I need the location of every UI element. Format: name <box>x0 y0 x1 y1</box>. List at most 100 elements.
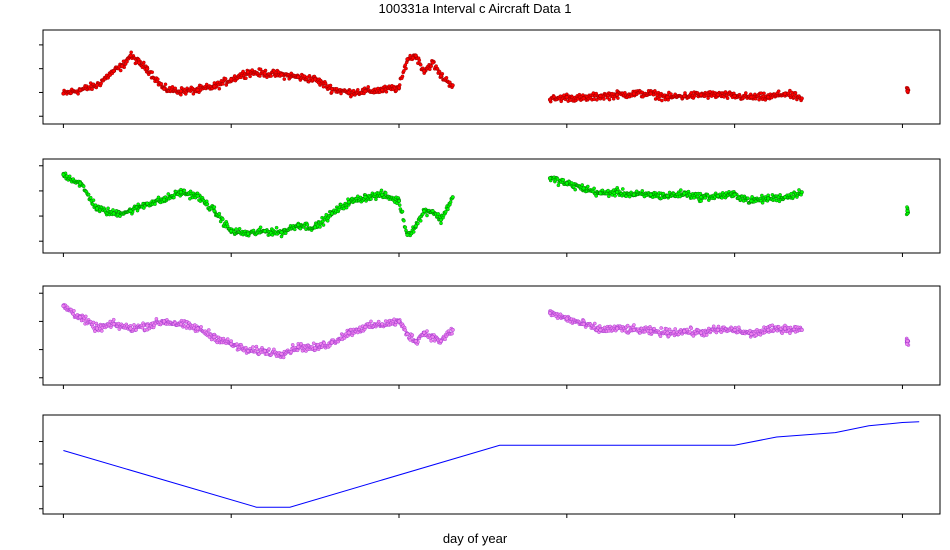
data-point <box>135 208 140 213</box>
data-point-anchor <box>346 90 351 95</box>
data-point-anchor <box>615 326 620 331</box>
data-point-anchor <box>782 326 788 331</box>
data-point-anchor <box>78 88 83 93</box>
data-point-anchor <box>380 192 385 197</box>
data-point <box>179 92 183 97</box>
data-point <box>250 68 254 72</box>
data-point-anchor <box>111 322 116 327</box>
data-point <box>592 186 596 191</box>
data-point <box>212 205 217 209</box>
data-point-anchor <box>430 334 435 339</box>
data-point-anchor <box>438 217 444 222</box>
data-point-anchor <box>145 323 150 328</box>
data-point-anchor <box>162 197 167 202</box>
data-point <box>417 58 422 63</box>
data-point-anchor <box>262 71 267 76</box>
data-point-anchor <box>178 89 183 94</box>
data-point <box>400 209 405 214</box>
data-point-anchor <box>178 322 183 327</box>
data-point <box>402 218 406 223</box>
data-point <box>586 184 590 189</box>
data-point-anchor <box>615 190 620 195</box>
data-point-anchor <box>329 340 334 345</box>
data-point-anchor <box>128 53 133 58</box>
data-point-anchor <box>212 84 217 89</box>
data-point-anchor <box>329 211 334 216</box>
data-point <box>156 195 161 200</box>
data-point-anchor <box>598 327 603 332</box>
data-point-anchor <box>766 95 771 100</box>
data-point-anchor <box>145 201 150 206</box>
data-point <box>81 184 86 189</box>
data-point-anchor <box>782 91 788 96</box>
figure-title: 100331a Interval c Aircraft Data 1 <box>379 1 572 16</box>
data-point <box>292 227 297 232</box>
data-point <box>206 328 211 332</box>
data-point-anchor <box>631 91 636 96</box>
data-point <box>425 213 429 218</box>
data-point <box>793 91 798 95</box>
data-point-anchor <box>699 195 704 200</box>
data-point <box>673 327 678 331</box>
data-point <box>711 324 716 329</box>
data-point-anchor <box>782 195 788 200</box>
data-point-anchor <box>245 231 251 236</box>
data-point <box>153 202 157 206</box>
data-point <box>86 192 91 197</box>
point-cloud <box>61 50 911 104</box>
data-point <box>91 198 96 202</box>
data-point-anchor <box>430 208 435 214</box>
data-point <box>439 221 443 226</box>
data-point-anchor <box>438 73 444 78</box>
data-point <box>411 230 416 234</box>
data-point-anchor <box>94 83 100 88</box>
data-point-anchor <box>682 93 687 99</box>
data-point-anchor <box>648 192 653 197</box>
data-point <box>84 314 88 319</box>
data-point <box>159 82 164 86</box>
data-point <box>248 74 252 79</box>
data-point <box>383 191 388 195</box>
data-point <box>258 74 262 78</box>
data-point-anchor <box>262 229 267 234</box>
data-point <box>758 332 763 337</box>
data-point-anchor <box>665 193 670 198</box>
data-point-anchor <box>905 339 910 344</box>
data-point-anchor <box>581 186 586 191</box>
data-point <box>223 77 228 81</box>
data-point-anchor <box>732 327 737 332</box>
data-point <box>244 76 248 80</box>
data-point <box>437 69 442 74</box>
data-point-anchor <box>396 85 402 90</box>
data-point <box>318 225 322 229</box>
data-point <box>269 74 273 78</box>
data-point <box>621 187 625 191</box>
data-point <box>394 88 399 93</box>
data-point <box>369 197 373 201</box>
data-point <box>625 323 630 328</box>
data-point-anchor <box>799 190 804 195</box>
data-point-anchor <box>111 69 116 74</box>
data-point-anchor <box>396 319 402 324</box>
panel-2 <box>39 158 941 257</box>
data-point <box>776 89 781 93</box>
data-point <box>106 206 110 211</box>
data-point-anchor <box>564 316 569 321</box>
data-point <box>321 223 326 227</box>
data-point-anchor <box>61 303 66 308</box>
data-point <box>418 63 423 67</box>
data-point <box>573 187 578 192</box>
data-point-anchor <box>162 319 167 324</box>
data-point-anchor <box>212 208 217 214</box>
data-point-anchor <box>413 224 418 229</box>
data-point <box>613 193 617 198</box>
data-point <box>561 178 566 182</box>
data-point <box>76 92 80 96</box>
data-point <box>163 82 168 87</box>
data-point <box>443 209 448 214</box>
panels <box>39 29 941 518</box>
data-point <box>67 174 72 179</box>
data-point-anchor <box>363 324 368 330</box>
data-point-anchor <box>296 344 301 349</box>
